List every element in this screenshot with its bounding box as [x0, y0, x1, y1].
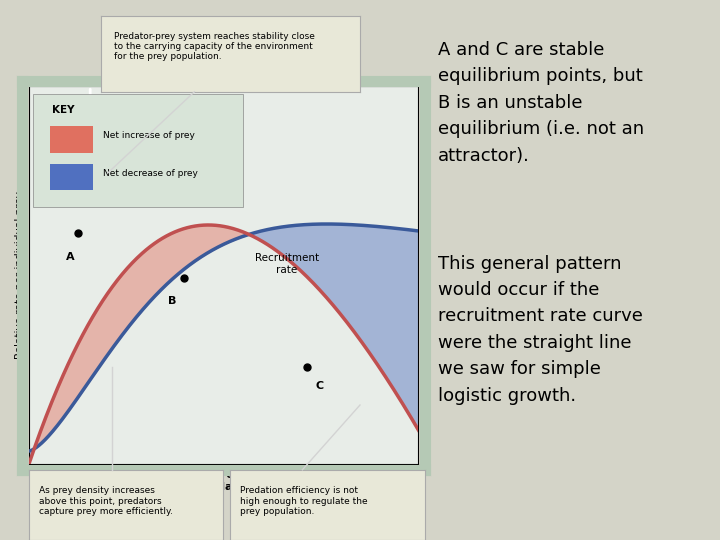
Y-axis label: Relative rate per individual prey: Relative rate per individual prey [14, 192, 24, 359]
Text: C: C [315, 381, 323, 391]
Text: As prey density increases
above this point, predators
capture prey more efficien: As prey density increases above this poi… [39, 487, 173, 516]
Text: Predation
rate: Predation rate [135, 151, 184, 173]
FancyBboxPatch shape [32, 94, 243, 207]
Text: A and C are stable
equilibrium points, but
B is an unstable
equilibrium (i.e. no: A and C are stable equilibrium points, b… [438, 41, 644, 165]
Text: K: K [352, 496, 361, 505]
Text: KEY: KEY [52, 105, 75, 115]
Text: B: B [168, 296, 176, 306]
Text: Net increase of prey: Net increase of prey [103, 131, 194, 140]
X-axis label: Density of prey
population: Density of prey population [175, 470, 271, 491]
Text: Predation efficiency is not
high enough to regulate the
prey population.: Predation efficiency is not high enough … [240, 487, 368, 516]
Text: Predator-prey system reaches stability close
to the carrying capacity of the env: Predator-prey system reaches stability c… [114, 31, 315, 62]
Text: This general pattern
would occur if the
recruitment rate curve
were the straight: This general pattern would occur if the … [438, 255, 642, 404]
Text: A: A [66, 252, 74, 262]
Text: Net decrease of prey: Net decrease of prey [103, 169, 197, 178]
Text: Recruitment
rate: Recruitment rate [255, 253, 319, 275]
FancyBboxPatch shape [50, 126, 93, 153]
FancyBboxPatch shape [50, 164, 93, 191]
